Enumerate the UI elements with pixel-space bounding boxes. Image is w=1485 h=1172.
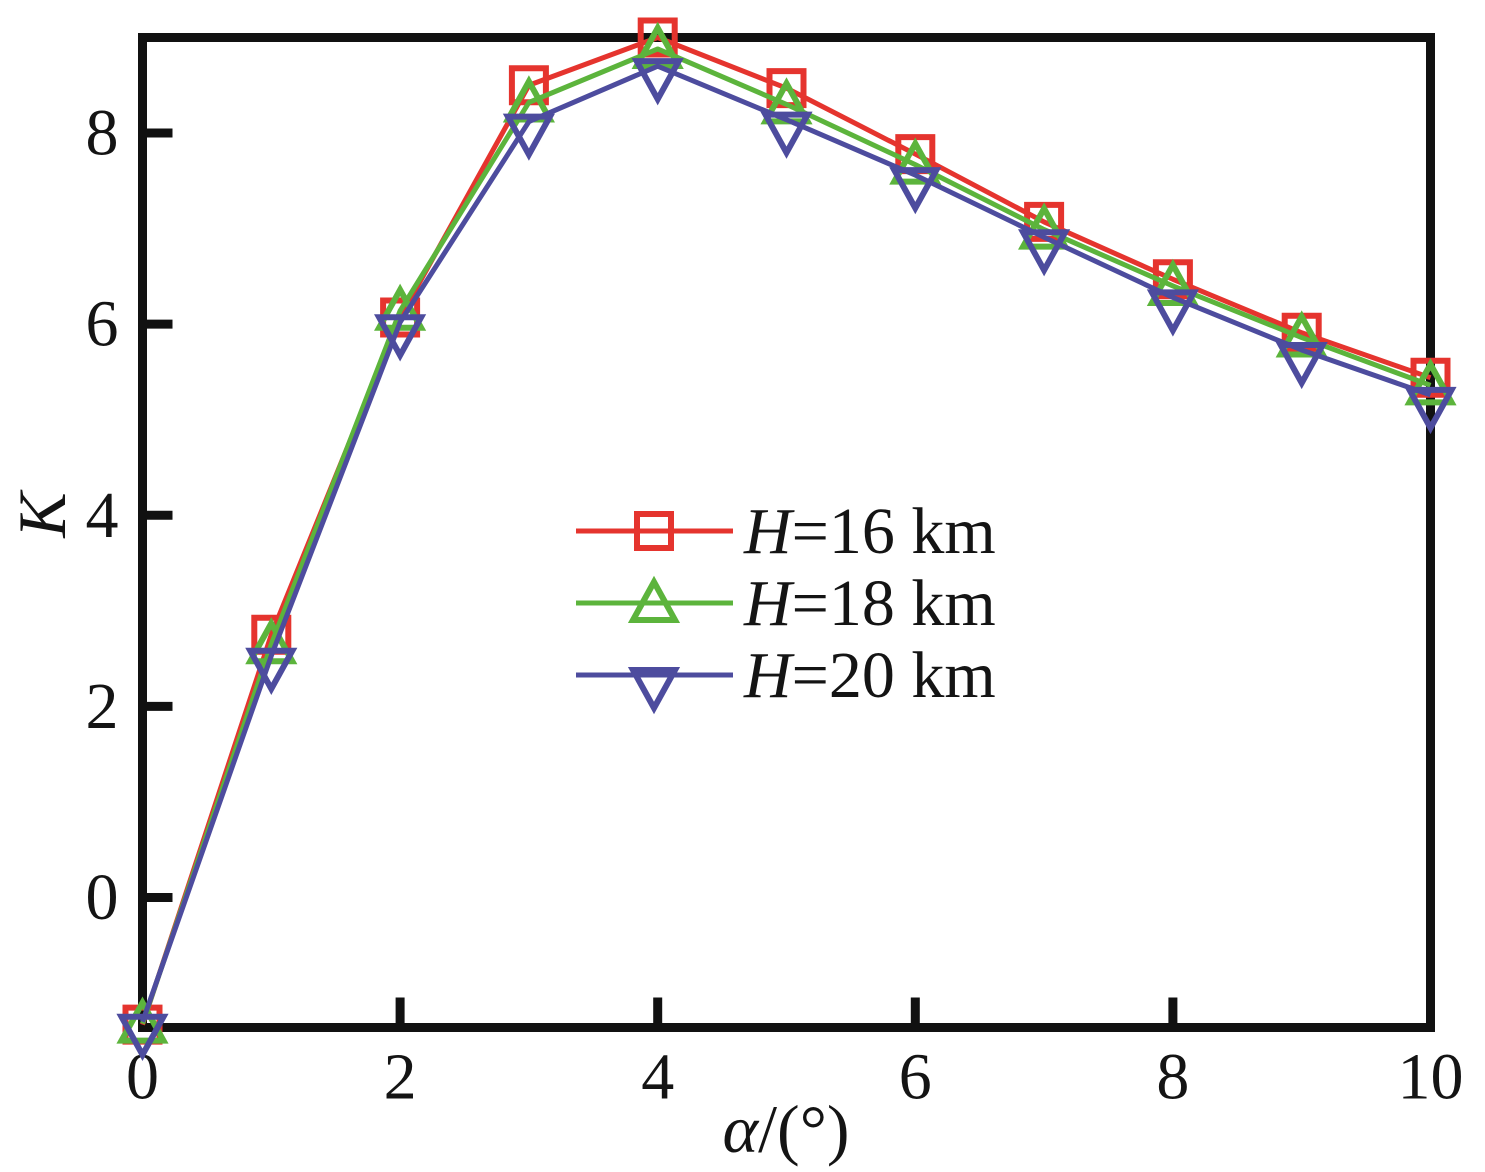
legend-label: H=20 km xyxy=(743,639,996,712)
triangle-down-marker-icon xyxy=(627,667,681,715)
y-tick-label: 8 xyxy=(86,97,119,170)
square-marker-icon xyxy=(508,65,549,106)
triangle-down-marker-icon xyxy=(631,58,684,106)
x-tick-label: 8 xyxy=(1156,1041,1189,1114)
y-tick-label: 6 xyxy=(86,288,119,361)
triangle-down-marker-icon xyxy=(760,111,813,159)
y-tick-label: 2 xyxy=(86,670,119,743)
plot-border xyxy=(138,33,1435,1032)
triangle-down-marker-icon xyxy=(1404,386,1457,435)
y-tick-label: 0 xyxy=(86,861,119,934)
data-series xyxy=(116,17,1457,1061)
triangle-up-marker-icon xyxy=(627,575,681,623)
legend-label: H=18 km xyxy=(743,567,996,640)
legend-item-h16: H=16 km xyxy=(576,495,996,568)
legend: H=16 km H=18 km H=20 km xyxy=(576,495,996,715)
triangle-up-marker-icon xyxy=(1404,358,1457,406)
series-line-18 xyxy=(140,46,1432,1025)
triangle-down-marker-icon xyxy=(502,113,555,161)
triangle-up-marker-icon xyxy=(1146,258,1199,306)
legend-item-h18: H=18 km xyxy=(576,567,996,640)
triangle-down-marker-icon xyxy=(1018,229,1071,277)
triangle-down-marker-icon xyxy=(374,314,427,362)
x-tick-label: 4 xyxy=(641,1041,674,1114)
y-tick-label: 4 xyxy=(86,479,119,552)
x-axis-label: α/(°) xyxy=(722,1091,849,1167)
legend-item-h20: H=20 km xyxy=(576,639,996,715)
triangle-down-marker-icon xyxy=(889,167,942,215)
x-tick-label: 2 xyxy=(384,1041,417,1114)
legend-label: H=16 km xyxy=(743,495,996,568)
y-axis-label: K xyxy=(4,489,80,539)
series-line-20 xyxy=(140,63,1432,1023)
triangle-up-marker-icon xyxy=(1018,202,1071,250)
triangle-up-marker-icon xyxy=(116,996,169,1044)
triangle-up-marker-icon xyxy=(889,137,942,185)
square-marker-icon xyxy=(634,511,674,551)
triangle-down-marker-icon xyxy=(1275,341,1328,390)
triangle-up-marker-icon xyxy=(1275,310,1328,358)
triangle-down-marker-icon xyxy=(245,647,298,695)
x-tick-label: 10 xyxy=(1398,1041,1464,1114)
x-tick-label: 6 xyxy=(899,1041,932,1114)
square-marker-icon xyxy=(766,68,807,109)
triangle-down-marker-icon xyxy=(1146,289,1199,337)
triangle-down-marker-icon xyxy=(116,1013,169,1061)
